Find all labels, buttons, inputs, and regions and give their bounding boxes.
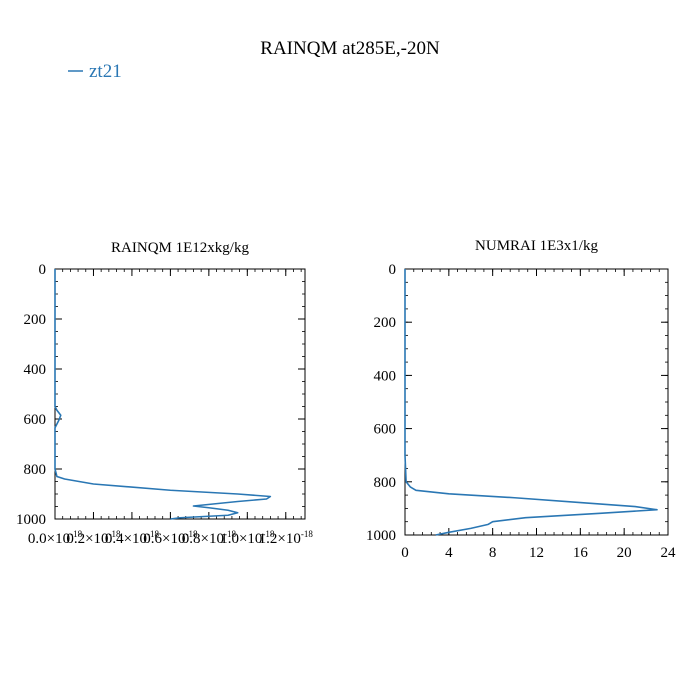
- legend-label-zt21: zt21: [89, 61, 122, 82]
- series-line-zt21: [54, 269, 272, 520]
- y-tick-label: 200: [374, 315, 397, 331]
- panel-title: RAINQM 1E12xkg/kg: [111, 240, 249, 256]
- x-tick-label: 0.4×10-18: [105, 529, 160, 547]
- x-tick-label: 0.8×10-18: [182, 529, 237, 547]
- x-tick-label: 0.0×10-18: [28, 529, 83, 547]
- y-tick-label: 400: [374, 368, 397, 384]
- x-tick-label: 1.0×10-18: [220, 529, 275, 547]
- x-tick-label: 12: [529, 545, 544, 561]
- rainqm-panel: RAINQM 1E12xkg/kg 0 200 400 600 800 10000.0×10…: [16, 240, 313, 547]
- series-line-zt21: [404, 269, 658, 536]
- y-tick-label: 800: [374, 475, 397, 491]
- y-tick-label: 0: [39, 262, 47, 278]
- x-tick-label: 16: [573, 545, 589, 561]
- x-tick-label: 24: [661, 545, 677, 561]
- legend: zt21: [68, 61, 122, 82]
- panel-title: NUMRAI 1E3x1/kg: [475, 238, 598, 254]
- plot-frame: [54, 268, 306, 520]
- y-tick-label: 400: [24, 362, 47, 378]
- y-tick-label: 600: [24, 412, 47, 428]
- x-tick-label: 4: [445, 545, 453, 561]
- x-tick-label: 20: [617, 545, 632, 561]
- x-tick-label: 0.6×10-18: [143, 529, 198, 547]
- y-tick-label: 1000: [16, 512, 46, 528]
- x-tick-label: 8: [489, 545, 497, 561]
- plot-frame: [404, 268, 669, 536]
- x-tick-label: 0: [401, 545, 409, 561]
- y-tick-label: 0: [389, 262, 397, 278]
- figure-title: RAINQM at285E,-20N: [260, 38, 440, 59]
- y-tick-label: 800: [24, 462, 47, 478]
- x-tick-label: 1.2×10-18: [259, 529, 314, 547]
- x-tick-label: 0.2×10-18: [66, 529, 121, 547]
- y-tick-label: 1000: [366, 528, 396, 544]
- y-tick-label: 600: [374, 422, 397, 438]
- y-tick-label: 200: [24, 312, 47, 328]
- numrai-panel: NUMRAI 1E3x1/kg 0 200 400 600 800 1000 0 4 8 12 16 2…: [366, 238, 676, 561]
